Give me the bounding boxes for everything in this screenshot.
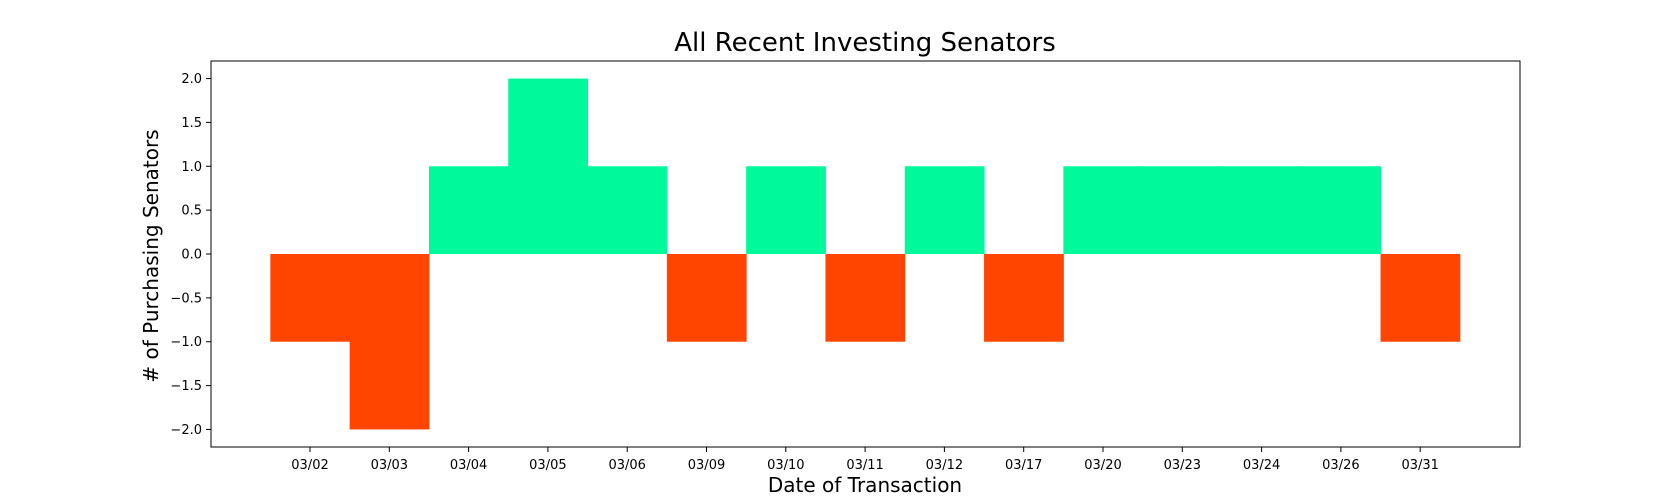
bar-03-20 [1063,166,1144,254]
y-axis: −2.0 −1.5 −1.0 −0.5 0.0 0.5 1.0 1.5 2.0 [170,72,211,438]
bar-03-06 [587,166,668,254]
y-tick-label: 1.5 [181,116,202,131]
bar-03-23 [1142,166,1223,254]
x-tick-label: 03/20 [1084,458,1121,473]
x-tick-label: 03/31 [1401,458,1438,473]
bar-03-26 [1301,166,1382,254]
bar-03-12 [904,166,985,254]
bar-03-03 [349,254,430,430]
bar-03-05 [508,78,589,254]
x-tick-label: 03/05 [529,458,566,473]
bar-03-09 [666,254,747,342]
y-tick-label: 1.0 [181,160,202,175]
y-tick-label: −1.0 [170,335,202,350]
bars [270,78,1461,430]
y-tick-label: 0.5 [181,204,202,219]
bar-03-04 [428,166,509,254]
y-axis-label: # of Purchasing Senators [139,129,163,382]
x-axis-label: Date of Transaction [768,473,962,497]
bar-03-17 [984,254,1064,342]
y-tick-label: −0.5 [170,291,202,306]
chart-title: All Recent Investing Senators [674,28,1056,58]
x-tick-label: 03/09 [688,458,725,473]
x-tick-label: 03/17 [1005,458,1042,473]
y-tick-label: 0.0 [181,248,202,263]
x-tick-label: 03/02 [291,458,328,473]
x-tick-label: 03/23 [1164,458,1201,473]
bar-03-24 [1221,166,1302,254]
x-tick-label: 03/24 [1243,458,1280,473]
bar-03-02 [270,254,351,342]
x-tick-label: 03/03 [371,458,408,473]
y-tick-label: 2.0 [181,72,202,87]
bar-03-10 [746,166,826,254]
x-tick-label: 03/26 [1322,458,1359,473]
bar-03-31 [1380,254,1461,342]
x-tick-label: 03/12 [926,458,963,473]
x-tick-label: 03/10 [767,458,804,473]
x-tick-label: 03/04 [450,458,487,473]
bar-03-11 [825,254,906,342]
x-tick-label: 03/11 [846,458,883,473]
x-axis: 03/02 03/03 03/04 03/05 03/06 03/09 03/10 03/11… [291,447,1439,473]
y-tick-label: −2.0 [170,423,202,438]
x-tick-label: 03/06 [608,458,645,473]
y-tick-label: −1.5 [170,379,202,394]
